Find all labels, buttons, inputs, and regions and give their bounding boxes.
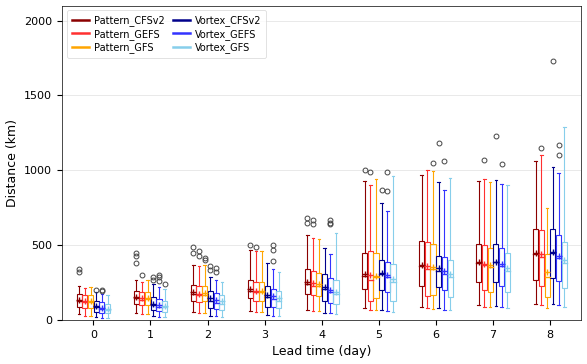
Bar xyxy=(99,302,104,313)
Bar xyxy=(333,281,339,304)
Bar xyxy=(145,292,150,305)
Legend: Pattern_CFSv2, Pattern_GEFS, Pattern_GFS, Vortex_CFSv2, Vortex_GEFS, Vortex_GFS: Pattern_CFSv2, Pattern_GEFS, Pattern_GFS… xyxy=(67,11,266,58)
Bar xyxy=(208,291,213,308)
Bar xyxy=(430,244,436,296)
Bar xyxy=(379,260,384,290)
Bar xyxy=(82,296,87,308)
Bar xyxy=(533,229,538,280)
Bar xyxy=(157,299,161,311)
Bar xyxy=(134,291,139,304)
Bar xyxy=(276,291,281,308)
Bar xyxy=(425,242,430,296)
Bar xyxy=(271,289,276,308)
Bar xyxy=(259,282,264,301)
Bar xyxy=(493,244,498,282)
Bar xyxy=(482,245,487,290)
Bar xyxy=(362,253,367,289)
Bar xyxy=(202,286,207,301)
Bar xyxy=(447,260,453,297)
Bar xyxy=(88,296,93,308)
X-axis label: Lead time (day): Lead time (day) xyxy=(272,345,372,359)
Bar xyxy=(214,293,219,309)
Bar xyxy=(551,229,555,278)
Bar xyxy=(505,253,510,292)
Bar xyxy=(373,253,379,298)
Bar xyxy=(105,304,110,313)
Bar xyxy=(305,269,310,294)
Bar xyxy=(436,256,441,287)
Bar xyxy=(499,248,504,286)
Bar xyxy=(390,264,396,301)
Bar xyxy=(254,282,259,301)
Bar xyxy=(191,285,196,301)
Bar xyxy=(265,286,270,307)
Bar xyxy=(322,274,327,301)
Bar xyxy=(151,297,156,310)
Bar xyxy=(385,262,390,292)
Bar xyxy=(488,248,492,292)
Bar xyxy=(476,244,481,282)
Y-axis label: Distance (km): Distance (km) xyxy=(5,119,19,207)
Bar xyxy=(94,301,99,312)
Bar xyxy=(367,251,373,301)
Bar xyxy=(562,242,567,288)
Bar xyxy=(556,235,561,281)
Bar xyxy=(419,241,424,286)
Bar xyxy=(311,272,316,296)
Bar xyxy=(139,292,144,305)
Bar xyxy=(316,273,322,296)
Bar xyxy=(76,294,82,307)
Bar xyxy=(248,281,253,298)
Bar xyxy=(162,301,167,312)
Bar xyxy=(197,286,201,302)
Bar xyxy=(545,254,550,297)
Bar xyxy=(219,296,224,310)
Bar xyxy=(442,257,447,290)
Bar xyxy=(328,278,333,303)
Bar xyxy=(539,230,544,286)
